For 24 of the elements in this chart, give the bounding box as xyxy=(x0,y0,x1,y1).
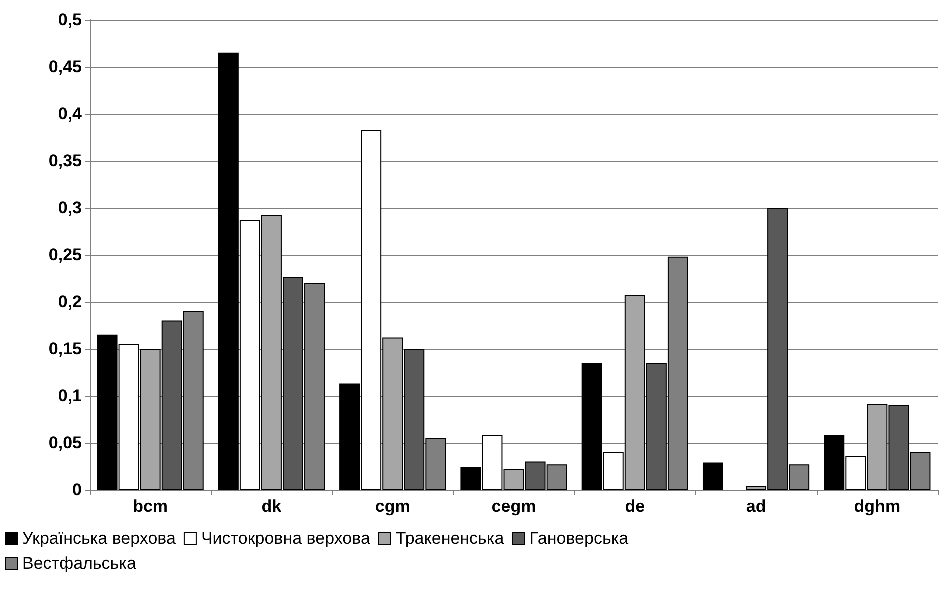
y-tick-label: 0,05 xyxy=(48,434,82,452)
y-tick-label: 0,2 xyxy=(58,292,82,312)
x-tick-label: dghm xyxy=(854,497,901,516)
bar xyxy=(702,462,724,490)
y-tick-label: 0,35 xyxy=(48,152,82,170)
y-tick-label: 0,25 xyxy=(48,246,82,264)
y-tick-label: 0,3 xyxy=(58,198,82,218)
legend-label: Вестфальська xyxy=(22,554,137,573)
x-tick-label: de xyxy=(625,497,646,516)
legend-label: Гановерська xyxy=(530,529,630,548)
legend-label: Чистокровна верхова xyxy=(201,529,371,548)
x-tick-label: bcm xyxy=(133,497,168,516)
y-tick-label: 0,4 xyxy=(58,104,83,124)
x-tick-label: cegm xyxy=(492,497,536,516)
y-tick-label: 0 xyxy=(72,480,82,500)
legend-label: Тракененська xyxy=(396,529,505,548)
y-tick-label: 0,15 xyxy=(48,340,82,358)
y-tick-label: 0,1 xyxy=(58,386,82,406)
legend-label: Українська верхова xyxy=(22,529,176,548)
x-tick-label: cgm xyxy=(375,497,410,516)
y-tick-label: 0,5 xyxy=(58,10,82,30)
y-tick-label: 0,45 xyxy=(48,58,82,76)
x-tick-label: ad xyxy=(746,497,766,516)
x-tick-label: dk xyxy=(262,497,282,516)
